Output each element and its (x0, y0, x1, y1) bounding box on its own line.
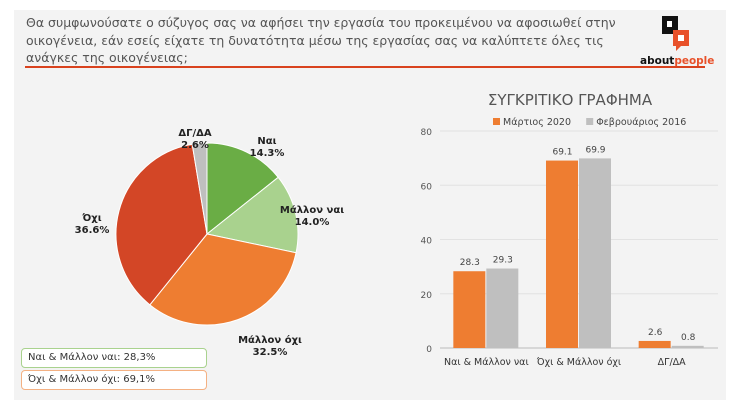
pie-label: Μάλλον ναι 14.0% (280, 205, 344, 229)
summary-yes-box: Ναι & Μάλλον ναι: 28,3% (21, 348, 207, 368)
x-tick-label: ΔΓ/ΔΑ (658, 357, 686, 368)
bar-value-label: 2.6 (648, 328, 663, 338)
x-tick-label: Ναι & Μάλλον ναι (444, 357, 529, 368)
logo-text: aboutpeople (640, 55, 715, 67)
aboutpeople-logo (662, 16, 689, 51)
y-tick-label: 20 (421, 291, 433, 301)
legend-swatch (493, 118, 500, 125)
bar (453, 271, 486, 348)
pie-chart (115, 142, 299, 326)
question-text: Θα συμφωνούσατε ο σύζυγος σας να αφήσει … (26, 15, 616, 65)
y-tick-label: 40 (421, 237, 433, 247)
pie-label-name: Ναι (257, 136, 277, 147)
bar (546, 160, 578, 348)
pie-label-name: Όχι (82, 213, 102, 224)
bar-value-label: 29.3 (493, 256, 513, 266)
legend-swatch (586, 118, 594, 125)
x-tick-label: Όχι & Μάλλον όχι (536, 357, 621, 368)
pie-slice (149, 233, 297, 326)
bar-value-label: 69.9 (585, 145, 605, 155)
pie-slice (205, 176, 299, 254)
pie-slice (206, 142, 279, 236)
bar (579, 158, 611, 348)
y-tick-label: 80 (421, 128, 433, 138)
title-underline (25, 66, 705, 68)
pie-label-value: 32.5% (252, 347, 288, 358)
legend-label: Μάρτιος 2020 (503, 117, 571, 128)
bar (486, 268, 519, 348)
bar (638, 340, 671, 348)
pie-label: Ναι 14.3% (250, 136, 285, 160)
pie-slice (191, 142, 208, 235)
pie-label: Όχι 36.6% (75, 213, 110, 237)
pie-label-name: Μάλλον ναι (279, 205, 345, 216)
pie-label-value: 2.6% (181, 140, 209, 151)
bar (671, 345, 704, 348)
pie-label: Μάλλον όχι 32.5% (238, 335, 302, 359)
pie-label-name: ΔΓ/ΔΑ (178, 128, 212, 139)
summary-no-box: Όχι & Μάλλον όχι: 69,1% (21, 370, 207, 390)
bar-value-label: 28.3 (460, 258, 480, 268)
bar-value-label: 69.1 (552, 148, 572, 158)
pie-label-value: 14.0% (294, 217, 330, 228)
pie-label: ΔΓ/ΔΑ 2.6% (178, 128, 211, 152)
legend-label: Φεβρουάριος 2016 (596, 117, 686, 128)
bar-chart-title: ΣΥΓΚΡΙΤΙΚΟ ΓΡΑΦΗΜΑ (487, 91, 653, 109)
bar-value-label: 0.8 (681, 333, 696, 343)
pie-label-value: 14.3% (249, 148, 285, 159)
pie-slice (115, 143, 208, 306)
pie-label-value: 36.6% (74, 225, 110, 236)
y-tick-label: 0 (426, 345, 432, 355)
pie-label-name: Μάλλον όχι (238, 335, 302, 346)
y-tick-label: 60 (421, 182, 433, 192)
